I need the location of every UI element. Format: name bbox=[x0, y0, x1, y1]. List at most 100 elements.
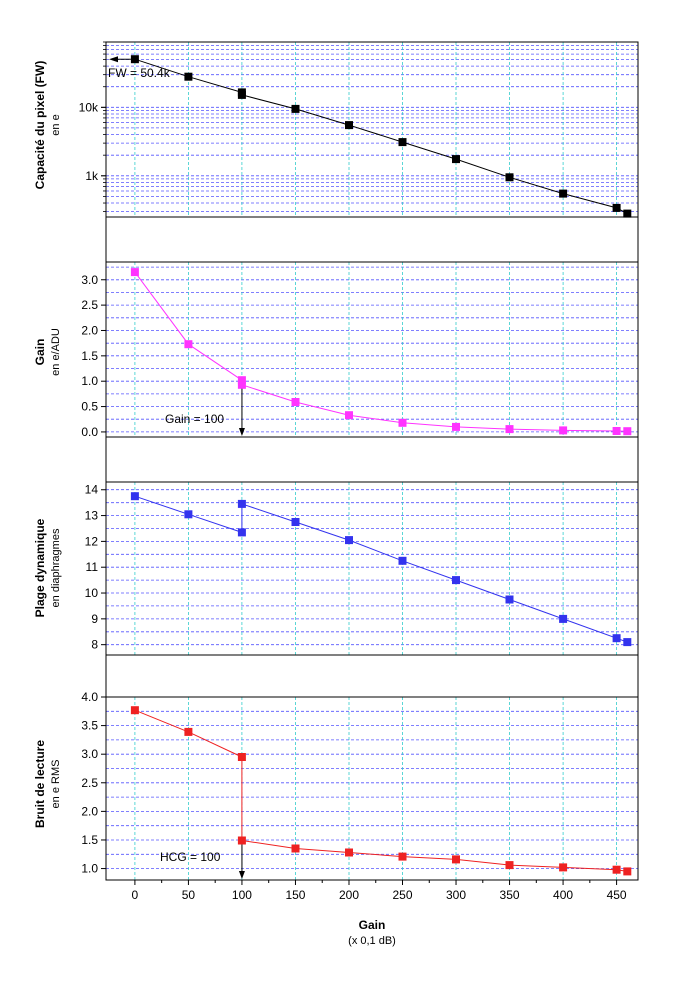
y-tick-label: 2.0 bbox=[81, 804, 98, 818]
panel-fw: 1k 10k Capacité du pixel (FW) en e FW = 5… bbox=[33, 41, 638, 218]
y-tick-label: 3.0 bbox=[81, 273, 98, 287]
data-point bbox=[237, 753, 246, 761]
y-tick-label: 13 bbox=[85, 509, 99, 523]
panel-read-noise-ylabel: Bruit de lecture bbox=[33, 740, 47, 828]
panel-fw-annotation: FW = 50.4k bbox=[108, 66, 171, 80]
series-line bbox=[134, 495, 628, 643]
y-tick-label: 2.0 bbox=[81, 323, 98, 337]
data-point bbox=[623, 638, 632, 647]
data-point bbox=[345, 848, 353, 857]
panel-read-noise-annotation: HCG = 100 bbox=[160, 850, 221, 864]
data-point bbox=[130, 268, 139, 277]
data-point bbox=[505, 425, 514, 434]
panel-read-noise: 1.0 1.5 2.0 2.5 3.0 3.5 4.0 Bruit de lecture e… bbox=[33, 690, 638, 881]
panel-dynamic-range-ylabel2: en diaphragmes bbox=[50, 528, 62, 607]
data-point bbox=[612, 203, 621, 212]
data-point bbox=[452, 576, 460, 585]
x-axis-sublabel: (x 0,1 dB) bbox=[348, 935, 396, 947]
plot-frame bbox=[105, 41, 639, 881]
data-point bbox=[291, 518, 300, 526]
y-tick-label: 4.0 bbox=[81, 690, 98, 704]
y-tick-label: 12 bbox=[85, 534, 99, 548]
y-tick-label: 3.0 bbox=[81, 747, 98, 761]
panel-gain-series bbox=[130, 268, 632, 436]
data-point bbox=[452, 422, 460, 431]
data-point bbox=[452, 855, 460, 864]
data-point bbox=[237, 528, 246, 537]
x-tick-label: 250 bbox=[392, 888, 412, 902]
data-point bbox=[291, 844, 300, 853]
panel-dynamic-range-yticks: 8 9 10 11 12 13 14 bbox=[85, 483, 106, 652]
data-point bbox=[345, 536, 353, 545]
data-point bbox=[559, 426, 568, 435]
data-point bbox=[398, 852, 407, 861]
data-point bbox=[623, 209, 632, 218]
x-tick-label: 200 bbox=[339, 888, 359, 902]
x-tick-label: 100 bbox=[232, 888, 252, 902]
data-point bbox=[452, 155, 460, 164]
data-point bbox=[237, 836, 246, 845]
data-point bbox=[184, 727, 193, 736]
y-tick-label: 3.5 bbox=[81, 719, 98, 733]
y-tick-label: 1k bbox=[85, 169, 99, 183]
x-axis-ticks: 0 50 100 150 200 250 300 350 400 450 bbox=[132, 880, 627, 902]
x-tick-label: 350 bbox=[500, 888, 520, 902]
data-point bbox=[612, 865, 621, 874]
data-point bbox=[612, 427, 621, 435]
data-point bbox=[130, 55, 139, 64]
data-point bbox=[612, 634, 621, 643]
panel-gain-yticks: 0.0 0.5 1.0 1.5 2.0 2.5 3.0 bbox=[81, 273, 106, 439]
x-tick-label: 450 bbox=[607, 888, 627, 902]
data-point bbox=[237, 499, 246, 508]
data-point bbox=[184, 340, 193, 349]
data-point bbox=[398, 138, 407, 147]
y-tick-label: 2.5 bbox=[81, 776, 98, 790]
data-point bbox=[345, 411, 353, 420]
y-tick-label: 8 bbox=[91, 638, 98, 652]
panel-fw-yticks: 1k 10k bbox=[79, 41, 106, 212]
panel-fw-grid bbox=[106, 41, 638, 218]
data-point bbox=[505, 861, 514, 870]
series-line bbox=[134, 271, 628, 432]
panel-read-noise-ylabel2: en e RMS bbox=[50, 760, 62, 809]
data-point bbox=[623, 867, 632, 876]
y-tick-label: 11 bbox=[86, 560, 99, 574]
panel-fw-ylabel2: en e bbox=[50, 114, 62, 135]
panel-dynamic-range: 8 9 10 11 12 13 14 Plage dynamique en diaphrag… bbox=[33, 481, 638, 656]
series-line bbox=[134, 709, 628, 872]
data-point bbox=[398, 418, 407, 427]
data-point bbox=[345, 121, 353, 130]
data-point bbox=[505, 173, 514, 182]
data-point bbox=[130, 706, 139, 715]
y-tick-label: 10k bbox=[79, 100, 99, 114]
panel-gain-ylabel2: en e/ADU bbox=[50, 328, 62, 376]
panel-dynamic-range-grid bbox=[106, 481, 638, 656]
y-tick-label: 1.0 bbox=[81, 862, 98, 876]
panel-fw-ylabel: Capacité du pixel (FW) bbox=[33, 61, 47, 190]
data-point bbox=[237, 376, 246, 385]
x-tick-label: 50 bbox=[182, 888, 196, 902]
panel-dynamic-range-series bbox=[130, 492, 632, 647]
panel-gain-annotation: Gain = 100 bbox=[165, 412, 224, 426]
annotation-arrow-head bbox=[238, 871, 245, 879]
x-tick-label: 150 bbox=[285, 888, 305, 902]
y-tick-label: 1.0 bbox=[81, 374, 98, 388]
panel-read-noise-series bbox=[130, 706, 632, 879]
panel-fw-series bbox=[109, 55, 632, 218]
y-tick-label: 1.5 bbox=[81, 833, 98, 847]
y-tick-label: 9 bbox=[91, 612, 98, 626]
x-axis-label: Gain bbox=[359, 918, 386, 932]
data-point bbox=[130, 492, 139, 501]
annotation-arrow-head bbox=[238, 428, 245, 436]
y-tick-label: 0.5 bbox=[81, 400, 98, 414]
data-point bbox=[559, 614, 568, 623]
y-tick-label: 0.0 bbox=[81, 425, 98, 439]
y-tick-label: 14 bbox=[85, 483, 99, 497]
data-point bbox=[237, 90, 246, 99]
data-point bbox=[184, 72, 193, 81]
data-point bbox=[184, 510, 193, 519]
data-point bbox=[291, 104, 300, 113]
panel-gain-ylabel: Gain bbox=[33, 339, 47, 366]
data-point bbox=[237, 380, 246, 389]
